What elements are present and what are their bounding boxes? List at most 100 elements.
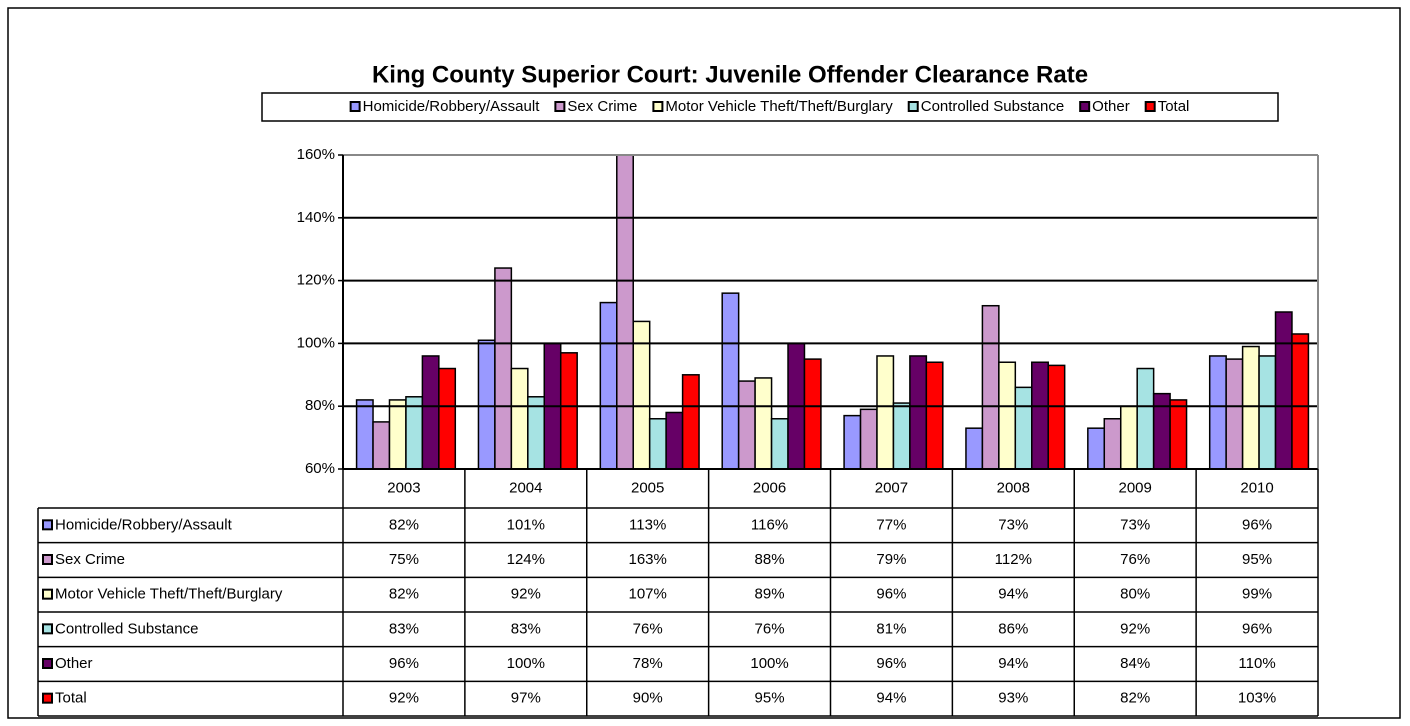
data-label: 124% [507, 551, 545, 568]
data-label: 83% [389, 620, 419, 637]
bar [754, 377, 773, 469]
bar [1258, 355, 1277, 469]
data-label: 110% [1238, 655, 1275, 672]
bar [1225, 358, 1244, 469]
y-tick-label: 80% [305, 397, 335, 414]
legend-key [1079, 101, 1091, 112]
data-label: 86% [998, 620, 1028, 637]
legend-label: Other [1092, 98, 1130, 115]
data-label: 113% [629, 516, 666, 533]
x-tick-label: 2010 [1240, 479, 1273, 496]
data-label: 73% [1120, 516, 1150, 533]
x-tick-label: 2005 [631, 479, 664, 496]
bar [1014, 386, 1033, 469]
table-row-label: Other [55, 655, 93, 672]
bar [388, 399, 407, 469]
data-label: 79% [876, 551, 906, 568]
data-label: 97% [511, 690, 541, 707]
data-label: 107% [629, 586, 667, 603]
y-tick-label: 100% [297, 334, 335, 351]
data-label: 76% [1120, 551, 1150, 568]
y-tick-label: 120% [297, 272, 335, 289]
table-legend-key [42, 554, 53, 565]
data-label: 88% [755, 551, 785, 568]
bar [632, 320, 651, 469]
table-row-label: Motor Vehicle Theft/Theft/Burglary [55, 586, 283, 603]
legend-label: Motor Vehicle Theft/Theft/Burglary [665, 98, 893, 115]
bar [803, 358, 822, 469]
bar [1169, 399, 1188, 469]
data-label: 78% [633, 655, 663, 672]
data-label: 112% [995, 551, 1032, 568]
chart-title: King County Superior Court: Juvenile Off… [372, 61, 1088, 88]
x-tick-label: 2009 [1119, 479, 1152, 496]
bar [599, 301, 618, 469]
bar [965, 427, 984, 469]
table-legend-key [42, 692, 53, 704]
bars [355, 155, 1310, 469]
bar [681, 374, 700, 469]
bar [665, 411, 684, 469]
legend-label: Sex Crime [567, 98, 637, 115]
bar [892, 402, 911, 469]
data-label: 96% [876, 655, 906, 672]
bar [981, 304, 1000, 469]
chart-border [7, 7, 1401, 719]
bar [721, 292, 740, 469]
data-label: 94% [876, 690, 906, 707]
data-label: 103% [1238, 690, 1276, 707]
data-label: 96% [1242, 620, 1272, 637]
bar [1103, 418, 1122, 469]
x-tick-label: 2004 [509, 479, 542, 496]
data-label: 83% [511, 620, 541, 637]
bar [559, 352, 578, 469]
data-label: 95% [1242, 551, 1272, 568]
x-tick-label: 2006 [753, 479, 786, 496]
data-label: 100% [750, 655, 788, 672]
data-label: 82% [1120, 690, 1150, 707]
data-label: 82% [389, 586, 419, 603]
table-row-label: Sex Crime [55, 551, 125, 568]
legend-key [652, 101, 664, 112]
bar [494, 267, 513, 469]
bar [355, 399, 374, 469]
bar [1136, 367, 1155, 469]
data-label: 96% [389, 655, 419, 672]
bar [372, 421, 391, 469]
bar [421, 355, 440, 469]
data-label: 82% [389, 516, 419, 533]
bar [998, 361, 1017, 469]
legend-box [261, 92, 1279, 122]
bar [438, 367, 457, 469]
x-tick-label: 2007 [875, 479, 908, 496]
bar [1241, 345, 1260, 469]
data-label: 90% [633, 690, 663, 707]
legend-key [1144, 101, 1156, 112]
table-row-label: Total [55, 690, 87, 707]
data-label: 99% [1242, 586, 1272, 603]
bar [1291, 333, 1310, 469]
table-legend-key [42, 519, 53, 531]
bar [737, 380, 756, 469]
y-tick-label: 160% [297, 146, 335, 163]
bar [1119, 405, 1138, 469]
bar [909, 355, 928, 469]
bar [616, 155, 634, 469]
table-legend-key [42, 588, 53, 600]
table-row-label: Controlled Substance [55, 620, 198, 637]
legend-label: Total [1158, 98, 1190, 115]
data-label: 93% [998, 690, 1028, 707]
x-tick-label: 2008 [997, 479, 1030, 496]
data-label: 77% [876, 516, 906, 533]
bar [843, 414, 862, 469]
table-legend-key [42, 658, 53, 669]
legend-label: Controlled Substance [921, 98, 1064, 115]
data-label: 92% [511, 586, 541, 603]
data-label: 101% [507, 516, 545, 533]
data-label: 73% [998, 516, 1028, 533]
bar [1152, 392, 1171, 469]
bar [405, 396, 424, 469]
x-tick-label: 2003 [387, 479, 420, 496]
legend-key [907, 101, 919, 112]
data-label: 96% [876, 586, 906, 603]
